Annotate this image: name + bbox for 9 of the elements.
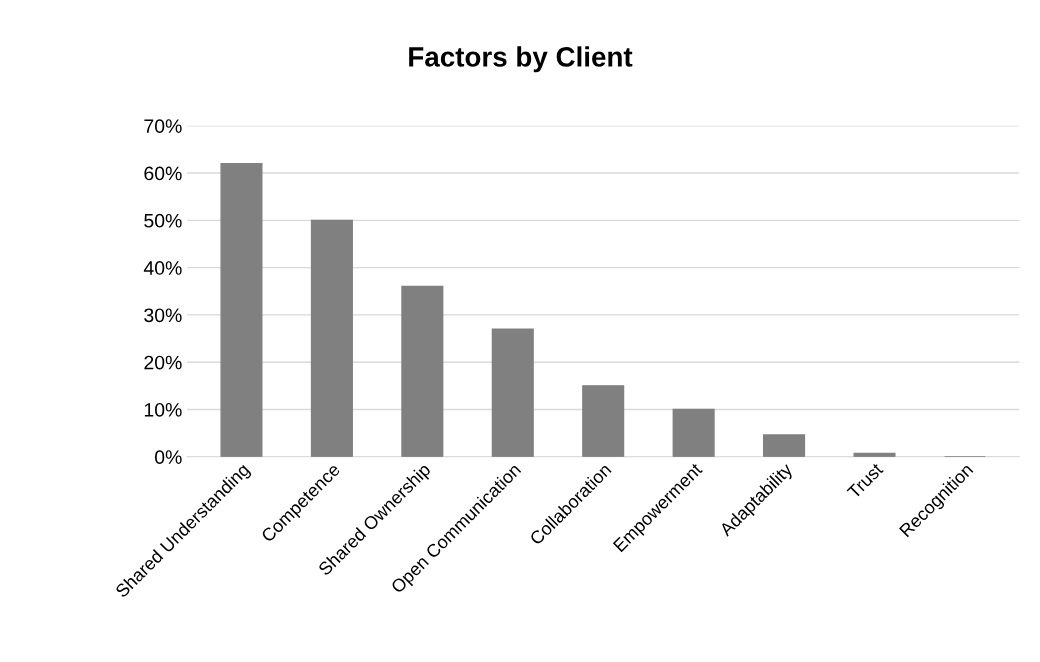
y-tick-label: 0% <box>155 450 182 465</box>
y-tick-label: 30% <box>144 308 182 323</box>
y-tick-label: 20% <box>144 355 182 370</box>
y-tick-label: 70% <box>144 119 182 134</box>
y-tick-label: 60% <box>144 166 182 181</box>
y-tick-label: 50% <box>144 213 182 228</box>
y-tick-label: 10% <box>144 402 182 417</box>
y-tick-label: 40% <box>143 261 182 275</box>
chart-title: Factors by Client <box>409 46 633 73</box>
